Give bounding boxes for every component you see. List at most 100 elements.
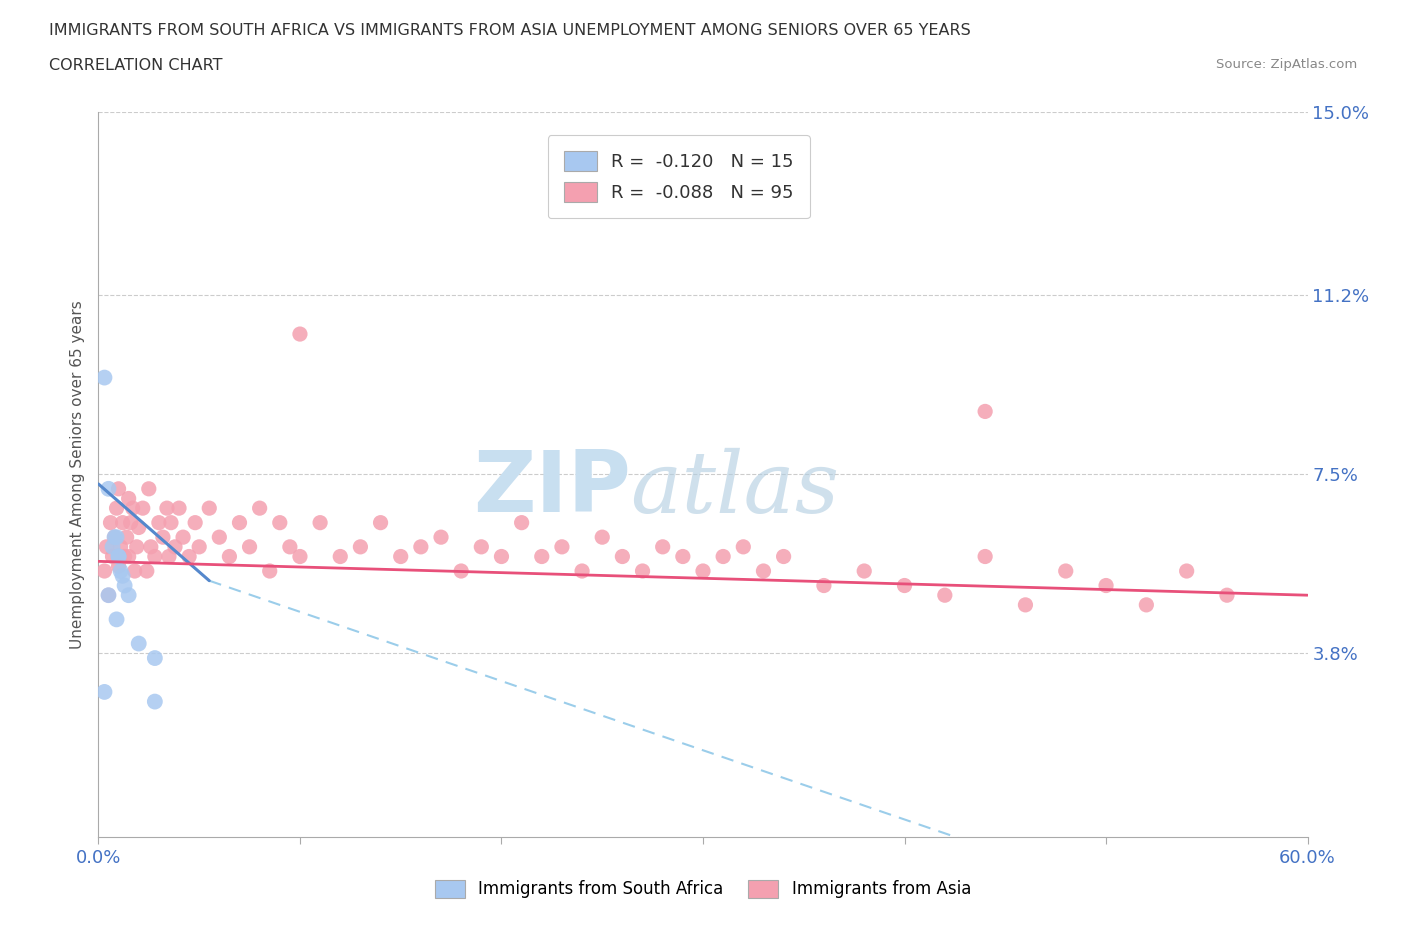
- Point: [118, 491, 141, 506]
- Point: [97, 588, 120, 603]
- Point: [110, 564, 132, 578]
- Point: [329, 549, 352, 564]
- Point: [752, 564, 775, 578]
- Point: [309, 515, 332, 530]
- Point: [114, 549, 136, 564]
- Point: [93, 370, 115, 385]
- Point: [105, 612, 128, 627]
- Point: [107, 482, 129, 497]
- Point: [470, 539, 492, 554]
- Point: [139, 539, 162, 554]
- Point: [107, 559, 129, 574]
- Point: [893, 578, 915, 593]
- Point: [152, 530, 174, 545]
- Point: [491, 549, 513, 564]
- Point: [114, 578, 136, 593]
- Point: [772, 549, 794, 564]
- Text: atlas: atlas: [630, 447, 839, 530]
- Point: [853, 564, 876, 578]
- Text: IMMIGRANTS FROM SOUTH AFRICA VS IMMIGRANTS FROM ASIA UNEMPLOYMENT AMONG SENIORS : IMMIGRANTS FROM SOUTH AFRICA VS IMMIGRAN…: [49, 23, 972, 38]
- Point: [96, 539, 118, 554]
- Point: [93, 684, 115, 699]
- Point: [97, 482, 120, 497]
- Point: [733, 539, 755, 554]
- Point: [143, 651, 166, 666]
- Point: [249, 500, 271, 515]
- Point: [278, 539, 301, 554]
- Point: [121, 500, 143, 515]
- Point: [672, 549, 695, 564]
- Point: [228, 515, 250, 530]
- Point: [389, 549, 412, 564]
- Point: [1216, 588, 1239, 603]
- Point: [110, 539, 132, 554]
- Point: [510, 515, 533, 530]
- Y-axis label: Unemployment Among Seniors over 65 years: Unemployment Among Seniors over 65 years: [70, 300, 86, 649]
- Point: [103, 530, 125, 545]
- Point: [288, 549, 311, 564]
- Point: [934, 588, 956, 603]
- Point: [157, 549, 180, 564]
- Point: [198, 500, 221, 515]
- Point: [184, 515, 207, 530]
- Point: [974, 549, 997, 564]
- Point: [128, 520, 150, 535]
- Point: [1135, 597, 1157, 612]
- Point: [188, 539, 211, 554]
- Point: [651, 539, 673, 554]
- Point: [711, 549, 734, 564]
- Point: [179, 549, 201, 564]
- Point: [138, 482, 160, 497]
- Point: [143, 694, 166, 709]
- Point: [218, 549, 240, 564]
- Point: [100, 515, 122, 530]
- Legend: Immigrants from South Africa, Immigrants from Asia: Immigrants from South Africa, Immigrants…: [429, 873, 977, 905]
- Text: Source: ZipAtlas.com: Source: ZipAtlas.com: [1216, 58, 1357, 71]
- Point: [167, 500, 190, 515]
- Point: [1054, 564, 1077, 578]
- Point: [631, 564, 654, 578]
- Point: [107, 549, 129, 564]
- Point: [93, 564, 115, 578]
- Point: [111, 515, 134, 530]
- Point: [148, 515, 170, 530]
- Point: [172, 530, 194, 545]
- Point: [124, 564, 146, 578]
- Point: [208, 530, 231, 545]
- Point: [105, 500, 128, 515]
- Point: [551, 539, 574, 554]
- Point: [115, 530, 138, 545]
- Point: [101, 549, 124, 564]
- Point: [118, 588, 141, 603]
- Legend: R =  -0.120   N = 15, R =  -0.088   N = 95: R = -0.120 N = 15, R = -0.088 N = 95: [548, 135, 810, 219]
- Point: [571, 564, 593, 578]
- Point: [591, 530, 613, 545]
- Point: [125, 539, 148, 554]
- Point: [530, 549, 553, 564]
- Point: [160, 515, 183, 530]
- Point: [349, 539, 371, 554]
- Point: [163, 539, 186, 554]
- Point: [132, 500, 155, 515]
- Point: [101, 539, 124, 554]
- Text: CORRELATION CHART: CORRELATION CHART: [49, 58, 222, 73]
- Point: [259, 564, 281, 578]
- Point: [135, 564, 157, 578]
- Point: [1095, 578, 1118, 593]
- Point: [612, 549, 634, 564]
- Text: ZIP: ZIP: [472, 447, 630, 530]
- Point: [128, 636, 150, 651]
- Point: [120, 515, 142, 530]
- Point: [105, 530, 128, 545]
- Point: [118, 549, 141, 564]
- Point: [1175, 564, 1198, 578]
- Point: [103, 530, 125, 545]
- Point: [111, 568, 134, 583]
- Point: [692, 564, 714, 578]
- Point: [450, 564, 472, 578]
- Point: [156, 500, 179, 515]
- Point: [143, 549, 166, 564]
- Point: [107, 549, 129, 564]
- Point: [370, 515, 392, 530]
- Point: [1014, 597, 1036, 612]
